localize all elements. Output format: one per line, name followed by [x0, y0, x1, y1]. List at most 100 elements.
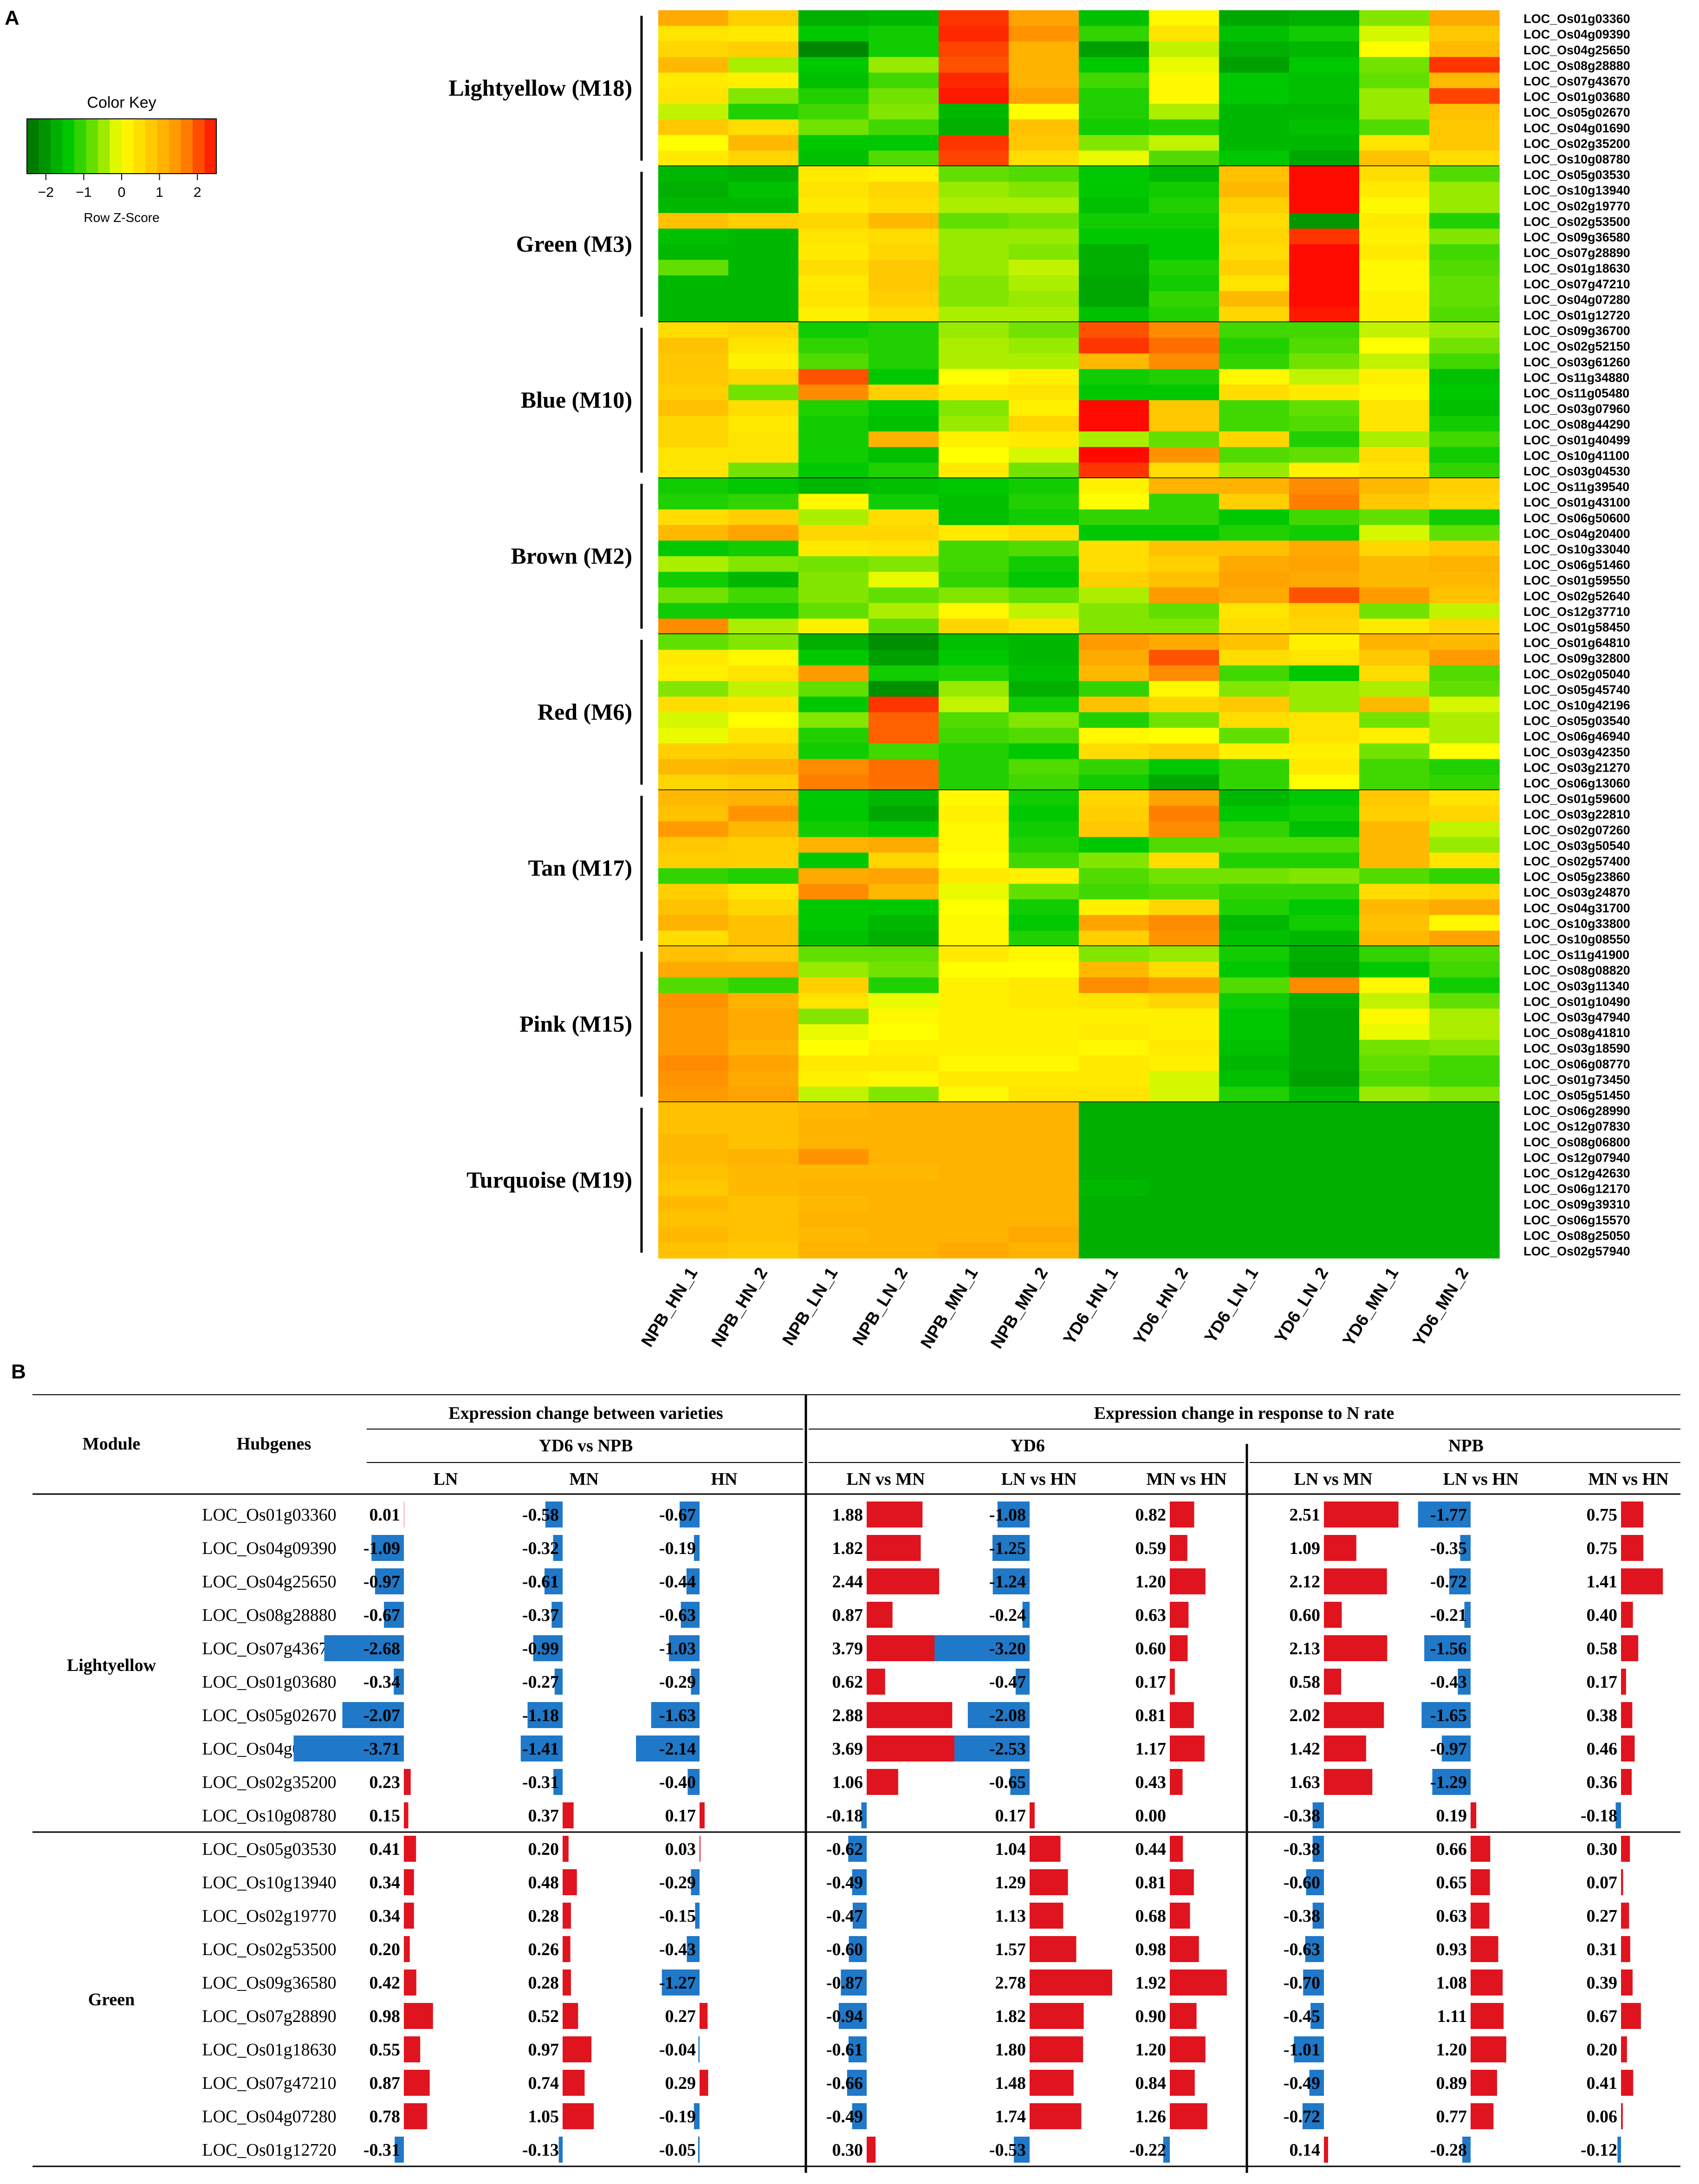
value-label: 1.29 — [995, 1873, 1026, 1892]
heatmap-cell — [1079, 977, 1149, 994]
heatmap-cell — [939, 1024, 1009, 1040]
header-nrate: Expression change in response to N rate — [1094, 1404, 1394, 1423]
bar-up — [1621, 1869, 1623, 1895]
value-label: 1.92 — [1135, 1973, 1167, 1993]
heatmap-cell — [1359, 587, 1430, 604]
heatmap-cell — [1219, 587, 1290, 604]
value-label: 0.34 — [370, 1873, 401, 1892]
heatmap-cell — [939, 26, 1009, 42]
value-label: 0.15 — [370, 1806, 401, 1826]
heatmap-cell — [1359, 743, 1430, 760]
heatmap-cell — [658, 696, 729, 713]
heatmap-cell — [658, 618, 729, 635]
heatmap-cell — [658, 1055, 729, 1072]
heatmap-cell — [1289, 899, 1360, 916]
value-label: -0.65 — [989, 1773, 1026, 1792]
heatmap-cell — [1219, 57, 1290, 73]
heatmap-cell — [658, 868, 729, 884]
heatmap-cell — [1009, 1227, 1079, 1243]
heatmap-cell — [1149, 10, 1219, 26]
heatmap-cell — [658, 197, 729, 214]
heatmap-cell — [1149, 962, 1219, 978]
heatmap-cell — [1149, 665, 1219, 682]
bar-down — [1458, 1669, 1471, 1695]
value-label: -1.24 — [989, 1572, 1026, 1592]
value-label: 2.44 — [832, 1572, 863, 1592]
heatmap-cell — [1219, 837, 1290, 853]
value-label: 0.03 — [665, 1840, 696, 1859]
bar-down — [694, 1535, 700, 1561]
heatmap-cell — [1009, 899, 1079, 916]
heatmap-cell — [1219, 416, 1290, 432]
heatmap-cell — [1289, 72, 1360, 89]
heatmap-cell — [1079, 665, 1149, 682]
heatmap-cell — [798, 806, 869, 822]
heatmap-cell — [939, 618, 1009, 635]
gene-row-label: LOC_Os04g31700 — [1524, 901, 1630, 915]
value-label: 1.88 — [832, 1505, 863, 1525]
heatmap-cell — [1009, 104, 1079, 120]
heatmap-cell — [1289, 930, 1360, 947]
heatmap-cell — [1289, 384, 1360, 401]
value-label: 0.63 — [1436, 1906, 1467, 1926]
heatmap-cell — [798, 572, 869, 588]
heatmap-cell — [728, 1102, 799, 1118]
heatmap-cell — [1009, 1071, 1079, 1087]
heatmap-cell — [939, 213, 1009, 229]
heatmap-cell — [728, 182, 799, 198]
gene-row-label: LOC_Os01g18630 — [1524, 261, 1630, 275]
heatmap-cell — [1359, 119, 1430, 136]
heatmap-cell — [1289, 806, 1360, 822]
heatmap-cell — [798, 431, 869, 448]
heatmap-cell — [869, 384, 939, 401]
bar-up — [1471, 2003, 1504, 2029]
color-key-tick-label: 0 — [118, 185, 126, 200]
heatmap-cell — [728, 213, 799, 229]
heatmap-cell — [1359, 1102, 1430, 1118]
heatmap-cell — [869, 1211, 939, 1228]
value-label: 2.02 — [1290, 1706, 1321, 1725]
value-label: -0.62 — [826, 1840, 863, 1859]
value-label: 1.20 — [1135, 2040, 1167, 2060]
bar-down — [1464, 1602, 1471, 1628]
value-label: -3.20 — [989, 1639, 1026, 1658]
bar-up — [867, 1702, 953, 1728]
value-label: 0.87 — [370, 2074, 401, 2093]
heatmap-cell — [1289, 431, 1360, 448]
heatmap-cell — [798, 821, 869, 838]
heatmap-cell — [1429, 1180, 1500, 1196]
bar-up — [1030, 1936, 1076, 1962]
heatmap-cell — [1289, 119, 1360, 136]
bar-up — [1471, 2103, 1494, 2129]
heatmap-cell — [658, 899, 729, 916]
bar-up — [563, 1802, 574, 1828]
heatmap-cell — [1289, 41, 1360, 58]
bar-down — [342, 1702, 404, 1728]
heatmap-cell — [798, 72, 869, 89]
heatmap-cell — [728, 540, 799, 557]
value-label: -0.38 — [1284, 1840, 1320, 1859]
gene-row-label: LOC_Os08g08820 — [1524, 963, 1630, 977]
heatmap-cell — [939, 1242, 1009, 1259]
heatmap-cell — [869, 790, 939, 806]
heatmap-cell — [939, 291, 1009, 307]
bar-up — [1030, 1802, 1035, 1828]
heatmap-cell — [1359, 1227, 1430, 1243]
bar-down — [1462, 2137, 1471, 2163]
heatmap-cell — [1219, 1164, 1290, 1181]
heatmap-cell — [869, 774, 939, 791]
heatmap-cell — [869, 462, 939, 479]
column-header: MN vs HN — [1146, 1469, 1226, 1489]
gene-row-label: LOC_Os02g05040 — [1524, 667, 1630, 681]
heatmap-cell — [728, 743, 799, 760]
heatmap-cell — [728, 72, 799, 89]
value-label: -0.97 — [363, 1572, 400, 1592]
value-label: 0.41 — [370, 1840, 401, 1859]
heatmap-cell — [1009, 977, 1079, 994]
heatmap-cell — [1289, 182, 1360, 198]
heatmap-cell — [1149, 509, 1219, 526]
heatmap-cell — [1009, 213, 1079, 229]
heatmap-cell — [1359, 494, 1430, 510]
heatmap-cell — [1219, 72, 1290, 89]
heatmap-cell — [869, 525, 939, 541]
